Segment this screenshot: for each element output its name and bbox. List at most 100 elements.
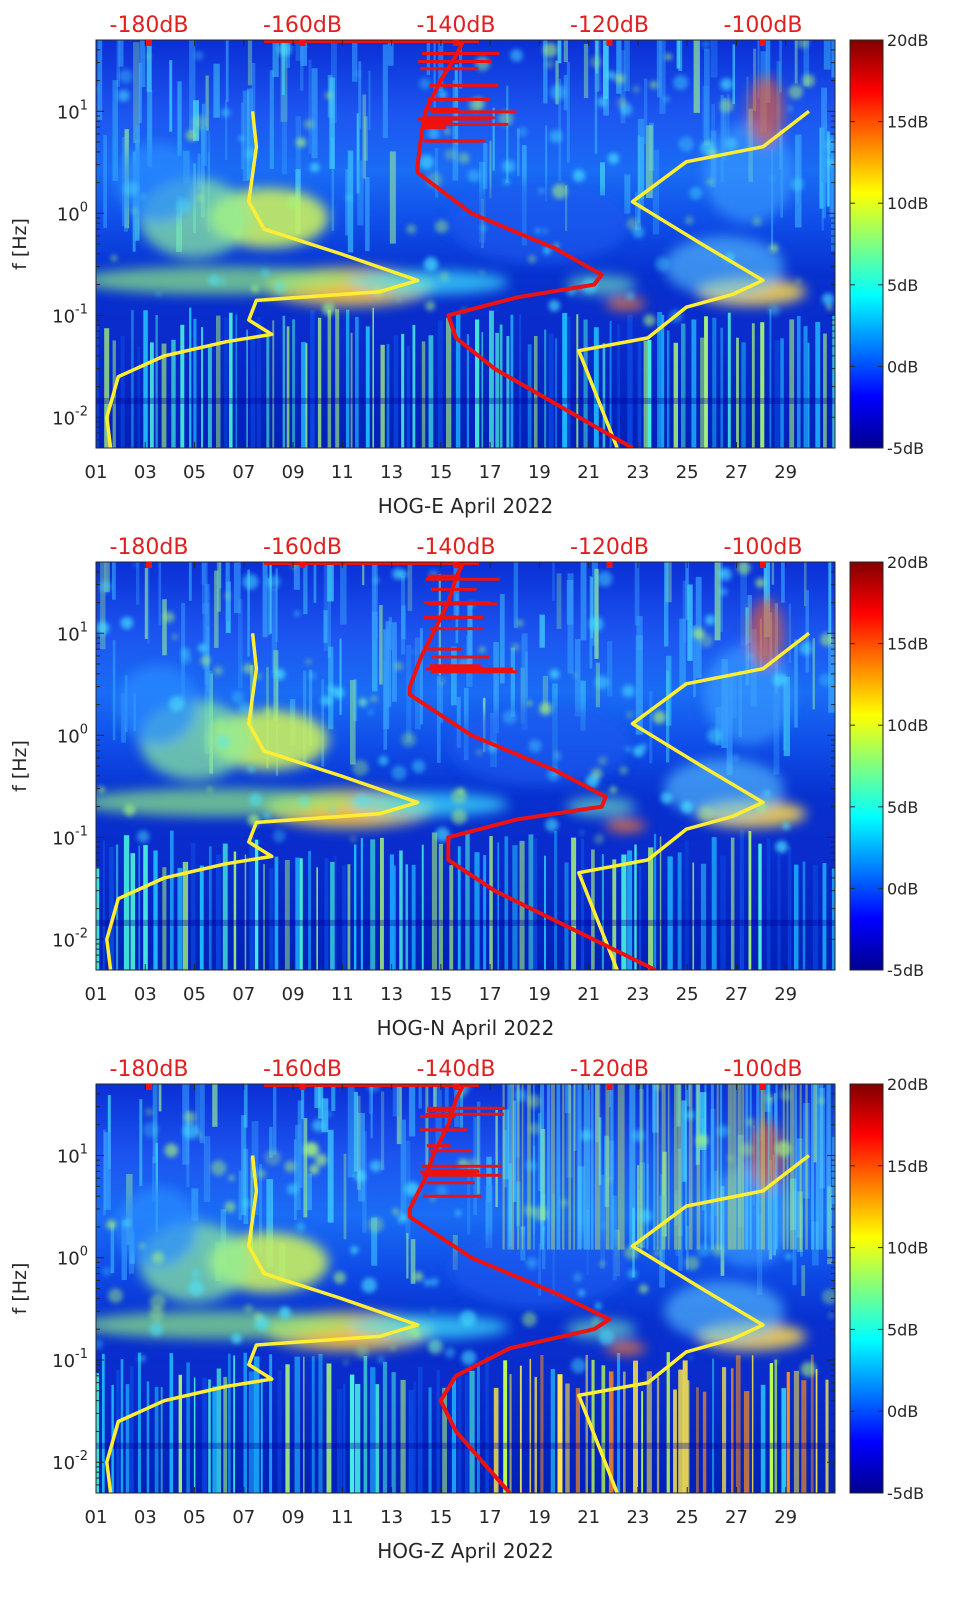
- colorbar: 20dB 15dB 10dB 5dB 0dB -5dB: [849, 31, 929, 458]
- top-db-label: -140dB: [417, 1057, 496, 1082]
- y-axis-label: f [Hz]: [9, 1263, 31, 1315]
- top-db-axis: -180dB -160dB -140dB -120dB -100dB: [110, 13, 803, 46]
- y-tick-label: 10-1: [52, 1347, 88, 1372]
- x-tick-label: 01: [85, 984, 108, 1005]
- top-db-label: -180dB: [110, 13, 189, 38]
- top-db-label: -160dB: [263, 1057, 342, 1082]
- x-tick-label: 13: [380, 1507, 403, 1528]
- top-db-tick: [453, 1084, 459, 1090]
- colorbar-tick-label: 5dB: [887, 798, 918, 817]
- colorbar-tick-label: 10dB: [887, 1239, 929, 1258]
- heatmap-blob: [96, 1311, 360, 1339]
- heatmap-blob: [748, 598, 784, 669]
- heatmap-band: [96, 397, 835, 405]
- colorbar-tick-label: 10dB: [887, 716, 929, 735]
- y-tick-label: 10-2: [52, 1449, 88, 1474]
- top-db-label: -140dB: [417, 13, 496, 38]
- colorbar-tick-label: 0dB: [887, 357, 918, 376]
- x-tick-label: 17: [479, 1507, 502, 1528]
- x-tick-label: 09: [282, 462, 305, 483]
- heatmap-blob: [605, 1342, 646, 1355]
- colorbar: 20dB 15dB 10dB 5dB 0dB -5dB: [849, 553, 929, 980]
- heatmap-blob: [605, 297, 646, 310]
- x-tick-label: 03: [134, 462, 157, 483]
- heatmap-blob: [96, 266, 360, 295]
- colorbar-tick-label: -5dB: [887, 439, 924, 458]
- top-db-tick: [453, 40, 459, 46]
- x-tick-label: 03: [134, 1507, 157, 1528]
- low-noise-curve: [577, 109, 811, 448]
- x-tick-label: 29: [774, 1507, 797, 1528]
- heatmap-speckle: [96, 562, 834, 853]
- x-tick-label: 09: [282, 984, 305, 1005]
- colorbar: 20dB 15dB 10dB 5dB 0dB -5dB: [849, 1075, 929, 1503]
- colorbar-tick-label: 20dB: [887, 553, 929, 572]
- model-spikes: [264, 562, 518, 674]
- model-noise-curve: [415, 40, 634, 448]
- top-db-tick: [760, 1084, 766, 1090]
- heatmap-blob: [117, 1186, 198, 1267]
- x-tick-label: 03: [134, 984, 157, 1005]
- y-axis-label: f [Hz]: [9, 740, 31, 792]
- spectrogram-panel: 01 03 05 07 09 11 13 15 17 19 21 23 25 27 29 HOG-Z Apri…: [9, 1057, 929, 1563]
- low-noise-curve: [105, 111, 420, 448]
- x-axis: 01 03 05 07 09 11 13 15 17 19 21 23 25 27 29: [85, 562, 797, 1005]
- top-db-tick: [606, 562, 613, 568]
- heatmap-blob: [703, 1167, 794, 1267]
- heatmap-blob: [449, 183, 630, 264]
- low-noise-curve: [105, 1155, 420, 1493]
- colorbar-tick-label: 0dB: [887, 1402, 918, 1421]
- colorbar-tick-label: 20dB: [887, 31, 929, 50]
- top-db-tick: [606, 1084, 613, 1090]
- x-axis-label: HOG-N April 2022: [377, 1016, 555, 1040]
- x-tick-label: 05: [183, 462, 206, 483]
- model-spikes: [264, 1084, 505, 1198]
- colorbar-gradient: [849, 1083, 884, 1494]
- colorbar-tick-label: 15dB: [887, 635, 929, 654]
- y-axis-label: f [Hz]: [9, 218, 31, 270]
- model-noise-curve: [407, 1084, 612, 1493]
- heatmap-band: [96, 919, 835, 927]
- heatmap-band: [96, 1442, 835, 1449]
- y-tick-label: 100: [57, 200, 88, 225]
- heatmap-blob: [566, 1319, 636, 1340]
- heatmap-blob: [664, 758, 785, 819]
- x-tick-label: 29: [774, 462, 797, 483]
- plot-area: [96, 1084, 835, 1493]
- x-tick-label: 25: [676, 462, 699, 483]
- top-db-axis: -180dB -160dB -140dB -120dB -100dB: [110, 535, 803, 568]
- x-tick-label: 23: [626, 1507, 649, 1528]
- heatmap-lowband: [96, 307, 835, 448]
- x-tick-label: 27: [725, 1507, 748, 1528]
- x-tick-label: 01: [85, 1507, 108, 1528]
- top-db-tick: [606, 40, 613, 46]
- y-axis: 10-2 10-1 100 101: [52, 561, 835, 971]
- x-axis-label: HOG-Z April 2022: [377, 1539, 554, 1563]
- x-tick-label: 27: [725, 462, 748, 483]
- x-tick-label: 07: [232, 984, 255, 1005]
- top-db-label: -120dB: [570, 1057, 649, 1082]
- colorbar-tick-label: -5dB: [887, 1484, 924, 1503]
- x-tick-label: 19: [528, 984, 551, 1005]
- colorbar-gradient: [849, 39, 884, 449]
- x-tick-label: 15: [429, 984, 452, 1005]
- colorbar-tick-label: 20dB: [887, 1075, 929, 1094]
- y-axis: 10-2 10-1 100 101: [52, 39, 835, 449]
- colorbar-tick-label: 0dB: [887, 879, 918, 898]
- y-tick-label: 101: [57, 98, 88, 123]
- heatmap-blob: [703, 644, 794, 745]
- heatmap-blob: [664, 1281, 785, 1342]
- plot-area: [96, 562, 835, 970]
- colorbar-tick-label: 5dB: [887, 1320, 918, 1339]
- y-tick-label: 10-2: [52, 404, 88, 429]
- top-db-tick: [146, 1084, 152, 1090]
- x-tick-label: 09: [282, 1507, 305, 1528]
- x-tick-label: 07: [232, 1507, 255, 1528]
- heatmap-blob: [748, 1120, 784, 1191]
- x-tick-label: 11: [331, 1507, 354, 1528]
- x-tick-label: 17: [479, 984, 502, 1005]
- top-db-tick: [299, 562, 306, 568]
- y-tick-label: 100: [57, 1245, 88, 1270]
- y-tick-label: 100: [57, 722, 88, 747]
- top-db-tick: [299, 40, 306, 46]
